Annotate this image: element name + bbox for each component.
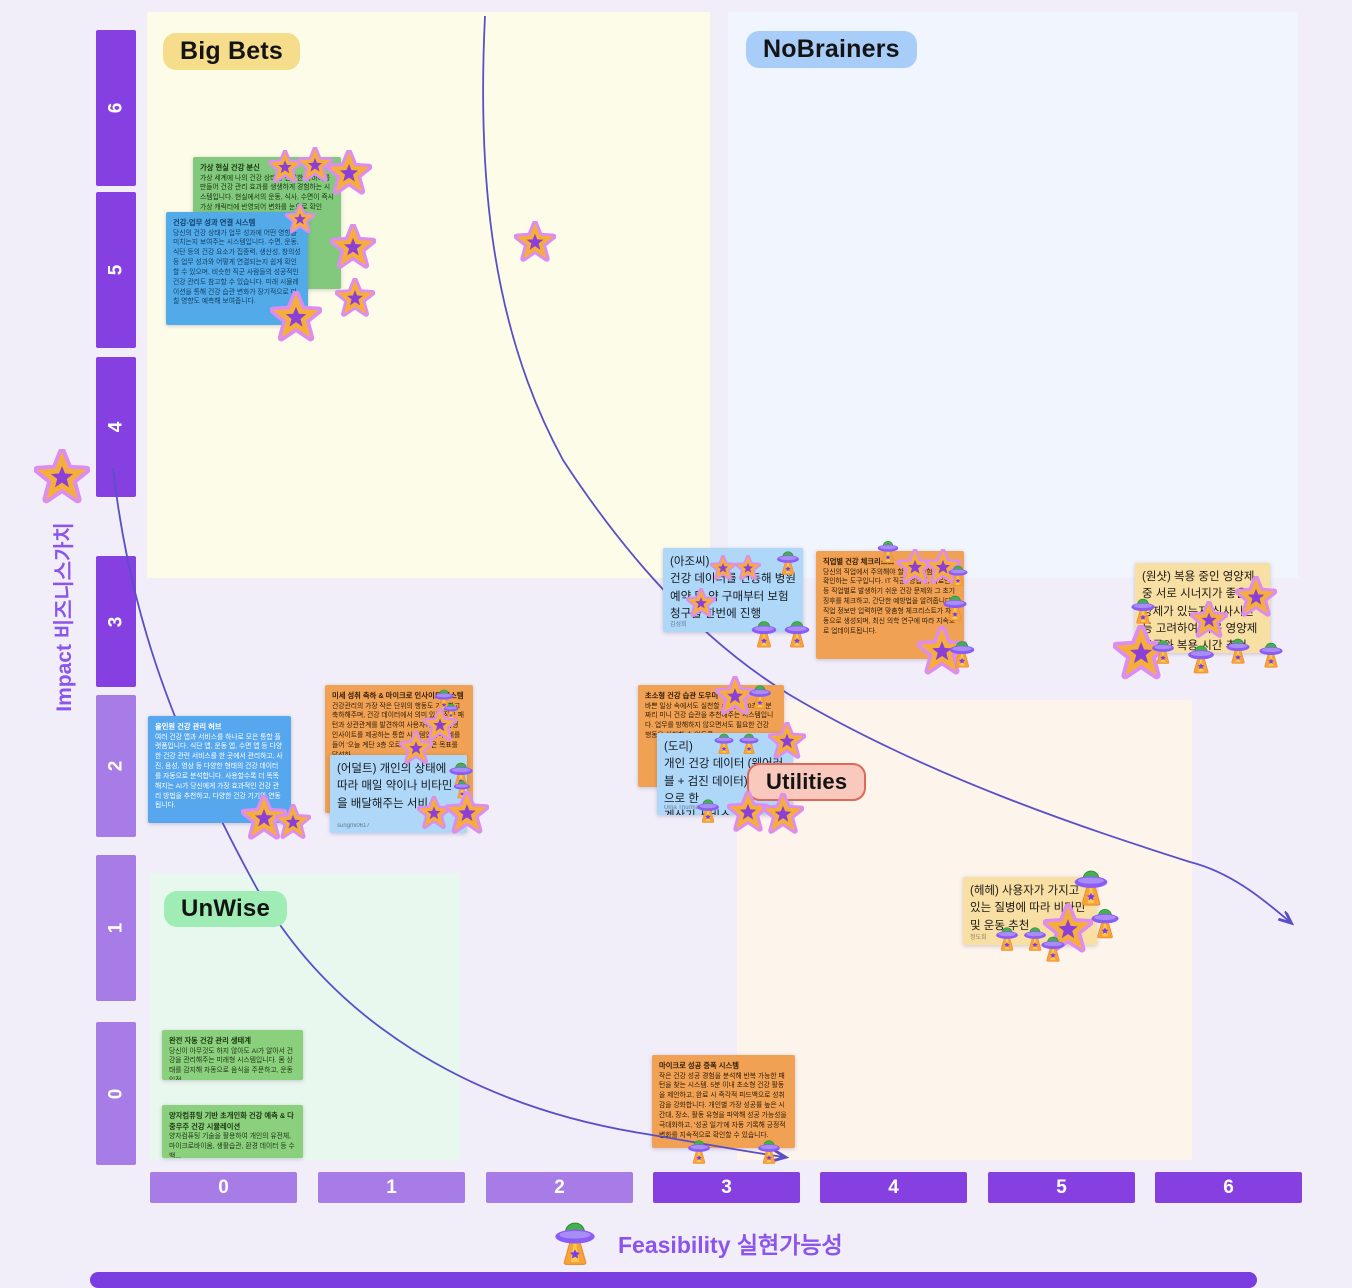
ufo-stamp-icon[interactable] bbox=[1182, 638, 1220, 676]
note-author: 정도희 bbox=[970, 935, 987, 941]
x-tick-2: 2 bbox=[486, 1172, 633, 1203]
ufo-stamp-icon[interactable] bbox=[991, 921, 1023, 953]
ufo-stamp-icon[interactable] bbox=[753, 1134, 785, 1166]
ufo-stamp-icon[interactable] bbox=[944, 634, 980, 670]
ufo-stamp-icon[interactable] bbox=[746, 614, 782, 650]
star-stamp-icon[interactable] bbox=[710, 555, 736, 581]
ufo-stamp-icon[interactable] bbox=[683, 1134, 715, 1166]
ufo-stamp-icon[interactable] bbox=[692, 793, 724, 825]
ufo-stamp-icon[interactable] bbox=[1221, 632, 1255, 666]
feasibility-axis-label[interactable]: Feasibility 실현가능성 bbox=[618, 1231, 843, 1258]
x-tick-4: 4 bbox=[820, 1172, 967, 1203]
star-stamp-icon[interactable] bbox=[735, 555, 761, 581]
ufo-stamp-icon[interactable] bbox=[772, 545, 804, 577]
note-title: 마이크로 성공 증폭 시스템 bbox=[659, 1061, 739, 1070]
ufo-stamp-icon[interactable] bbox=[744, 679, 776, 711]
note-author: 김성희 bbox=[670, 622, 687, 628]
star-stamp-icon[interactable] bbox=[514, 221, 556, 263]
bottom-bar bbox=[90, 1272, 1257, 1288]
star-stamp-icon[interactable] bbox=[445, 791, 489, 835]
y-tick-6: 6 bbox=[96, 30, 136, 186]
note-body: 작은 건강 성공 경험을 분석해 반복 가능한 패턴을 찾는 시스템. 5분 이… bbox=[659, 1072, 787, 1139]
star-stamp-icon[interactable] bbox=[762, 793, 804, 835]
ufo-stamp-icon[interactable] bbox=[735, 728, 763, 756]
y-tick-1: 1 bbox=[96, 855, 136, 1001]
ufo-stamp-icon[interactable] bbox=[944, 560, 972, 588]
star-stamp-icon[interactable] bbox=[335, 278, 375, 318]
note-body: 당신이 아무것도 하지 않아도 AI가 알아서 건강을 관리해주는 미래형 시스… bbox=[169, 1047, 294, 1080]
ufo-stamp-icon[interactable] bbox=[938, 589, 972, 623]
note-title: 건강-업무 성과 연결 시스템 bbox=[173, 218, 256, 227]
ufo-stamp-icon[interactable] bbox=[710, 728, 738, 756]
x-tick-1: 1 bbox=[318, 1172, 465, 1203]
impact-axis-label[interactable]: Impact 비즈니스가치 bbox=[53, 522, 76, 712]
star-stamp-icon[interactable] bbox=[768, 722, 806, 760]
x-tick-6: 6 bbox=[1155, 1172, 1302, 1203]
ufo-stamp-icon[interactable] bbox=[1019, 921, 1051, 953]
star-stamp-icon[interactable] bbox=[1235, 576, 1277, 618]
note-body: 당신의 건강 상태가 업무 성과에 어떤 영향을 미치는지 보여주는 시스템입니… bbox=[173, 229, 301, 306]
ufo-stamp-icon[interactable] bbox=[1254, 636, 1288, 670]
quadrant-label-nobrainers[interactable]: NoBrainers bbox=[746, 31, 917, 68]
x-tick-3: 3 bbox=[653, 1172, 800, 1203]
ufo-stamp-icon[interactable] bbox=[779, 614, 815, 650]
ufo-stamp-icon[interactable] bbox=[1126, 592, 1160, 626]
star-stamp-icon[interactable] bbox=[285, 204, 315, 234]
y-tick-0: 0 bbox=[96, 1022, 136, 1165]
star-stamp-icon[interactable] bbox=[326, 150, 372, 196]
y-tick-3: 3 bbox=[96, 556, 136, 687]
star-stamp-icon[interactable] bbox=[399, 731, 433, 765]
ufo-stamp-icon[interactable] bbox=[1147, 634, 1179, 666]
note-title: 올인원 건강 관리 허브 bbox=[155, 722, 222, 731]
quadrant-label-unwise[interactable]: UnWise bbox=[164, 891, 287, 927]
star-stamp-icon[interactable] bbox=[686, 588, 716, 618]
note-title: 양자컴퓨팅 기반 초개인화 건강 예측 & 다중우주 건강 시뮬레이션 bbox=[169, 1111, 294, 1131]
x-tick-0: 0 bbox=[150, 1172, 297, 1203]
note-author: sungmi0617 bbox=[337, 823, 370, 829]
y-tick-2: 2 bbox=[96, 695, 136, 837]
feasibility-axis-ufo-icon[interactable] bbox=[546, 1211, 604, 1274]
quadrant-label-big-bets[interactable]: Big Bets bbox=[163, 33, 301, 70]
quadrant-nobrainers bbox=[728, 12, 1298, 578]
impact-axis-star-icon[interactable] bbox=[34, 449, 90, 510]
sticky-note-quantum-health-sim[interactable]: 양자컴퓨팅 기반 초개인화 건강 예측 & 다중우주 건강 시뮬레이션 양자컴퓨팅… bbox=[162, 1105, 303, 1158]
y-tick-5: 5 bbox=[96, 192, 136, 348]
y-tick-4: 4 bbox=[96, 357, 136, 497]
x-tick-5: 5 bbox=[988, 1172, 1135, 1203]
star-stamp-icon[interactable] bbox=[275, 804, 311, 840]
star-stamp-icon[interactable] bbox=[270, 291, 322, 343]
star-stamp-icon[interactable] bbox=[330, 224, 376, 270]
note-title: 완전 자동 건강 관리 생태계 bbox=[169, 1036, 251, 1045]
note-body: 양자컴퓨팅 기술을 활용하여 개인의 유전체, 마이크로바이옴, 생활습관, 환… bbox=[169, 1133, 295, 1158]
note-title: 가상 현실 건강 분신 bbox=[200, 163, 260, 172]
